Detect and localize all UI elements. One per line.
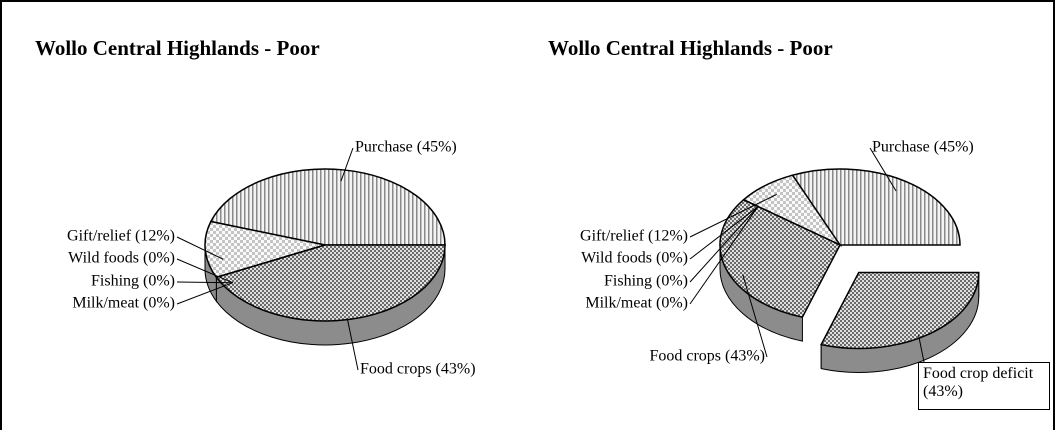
data-label: Food crops (43%)	[649, 348, 765, 365]
pie	[204, 168, 446, 346]
chart-title: Wollo Central Highlands - Poor	[35, 36, 320, 60]
chart-title: Wollo Central Highlands - Poor	[548, 36, 833, 60]
leader-line	[869, 147, 897, 192]
data-label: Fishing (0%)	[91, 273, 175, 290]
slice	[215, 244, 446, 322]
leader-line	[340, 147, 354, 182]
tops	[719, 168, 980, 350]
data-label: Purchase (45%)	[355, 139, 457, 156]
slice	[791, 168, 961, 246]
slice	[719, 198, 842, 319]
leader-line	[689, 206, 759, 260]
data-label: Purchase (45%)	[872, 139, 974, 156]
pie	[719, 168, 980, 373]
data-label: Food crop deficit (43%)	[918, 362, 1050, 410]
slice	[209, 168, 446, 246]
data-label: Gift/relief (12%)	[67, 228, 175, 245]
leader-line	[742, 274, 768, 358]
leader-line	[176, 236, 224, 260]
data-label: Fishing (0%)	[604, 273, 688, 290]
leader-line	[176, 282, 233, 305]
data-label: Milk/meat (0%)	[585, 295, 688, 312]
data-label: Wild foods (0%)	[68, 250, 175, 267]
leader-line	[918, 334, 925, 363]
leader-line	[689, 206, 759, 305]
leader-line	[689, 193, 777, 238]
leader-line	[346, 318, 359, 371]
tops	[204, 168, 446, 322]
leader-line	[689, 206, 759, 283]
slice	[820, 271, 980, 350]
data-label: Gift/relief (12%)	[580, 228, 688, 245]
leader-line	[176, 258, 233, 284]
data-label: Wild foods (0%)	[581, 250, 688, 267]
leader-line	[176, 281, 233, 284]
data-label: Milk/meat (0%)	[72, 295, 175, 312]
label-box: Food crop deficit (43%)	[918, 362, 1050, 410]
data-label: Food crops (43%)	[360, 361, 476, 378]
